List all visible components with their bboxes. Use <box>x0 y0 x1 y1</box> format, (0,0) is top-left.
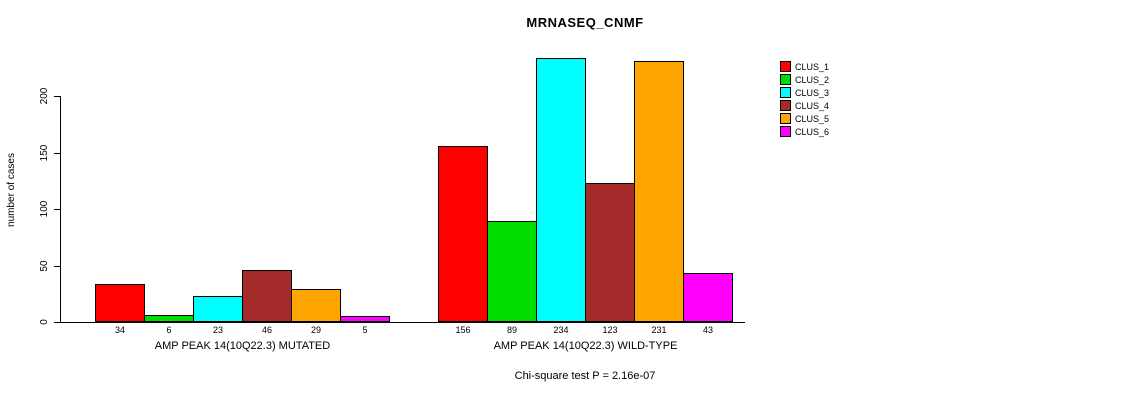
legend-item: CLUS_4 <box>780 99 829 112</box>
bar-value-label: 231 <box>651 325 667 335</box>
bar-value-label: 5 <box>362 325 368 335</box>
bar-value-label: 23 <box>212 325 223 335</box>
y-axis-tick <box>54 266 60 267</box>
legend-swatch-icon <box>780 100 791 111</box>
legend-swatch-icon <box>780 113 791 124</box>
legend-item-label: CLUS_5 <box>795 113 830 124</box>
legend-swatch-icon <box>780 61 791 72</box>
y-axis-label: number of cases <box>6 153 17 227</box>
bar-clus_5 <box>634 61 684 322</box>
group-label-wild-type: AMP PEAK 14(10Q22.3) WILD-TYPE <box>493 340 678 352</box>
bar-value-label: 234 <box>553 325 569 335</box>
bar-value-label: 6 <box>166 325 172 335</box>
legend-swatch-icon <box>780 126 791 137</box>
bar-clus_5 <box>291 289 341 322</box>
legend-item: CLUS_5 <box>780 112 829 125</box>
y-axis-tick-label: 0 <box>39 319 50 325</box>
legend-item: CLUS_6 <box>780 125 829 138</box>
bar-clus_6 <box>340 316 390 322</box>
bar-value-label: 43 <box>702 325 713 335</box>
group-label-mutated: AMP PEAK 14(10Q22.3) MUTATED <box>154 340 331 352</box>
legend-swatch-icon <box>780 74 791 85</box>
bar-value-label: 29 <box>310 325 321 335</box>
y-axis-tick <box>54 153 60 154</box>
bar-group-wild-type: AMP PEAK 14(10Q22.3) WILD-TYPE 156 89 234 1… <box>438 0 733 352</box>
bar-clus_2 <box>144 315 194 322</box>
bar-value-label: 34 <box>114 325 125 335</box>
bar-group-mutated: AMP PEAK 14(10Q22.3) MUTATED 34 6 23 46 29 5 <box>95 0 390 352</box>
bar-clus_3 <box>536 58 586 322</box>
bar-value-label: 89 <box>506 325 517 335</box>
bar-clus_6 <box>683 273 733 322</box>
legend-item: CLUS_2 <box>780 73 829 86</box>
y-axis-tick <box>54 322 60 323</box>
y-axis-tick-label: 150 <box>39 144 50 162</box>
x-axis-baseline <box>60 322 745 323</box>
legend-item-label: CLUS_6 <box>795 126 830 137</box>
bar-clus_3 <box>193 296 243 322</box>
y-axis-tick-label: 50 <box>39 260 50 272</box>
y-axis-tick <box>54 209 60 210</box>
y-axis-tick-label: 200 <box>39 87 50 105</box>
y-axis-tick <box>54 96 60 97</box>
legend: CLUS_1 CLUS_2 CLUS_3 CLUS_4 CLUS_5 CLUS_6 <box>780 60 829 138</box>
bar-value-label: 123 <box>602 325 618 335</box>
legend-swatch-icon <box>780 87 791 98</box>
bar-clus_1 <box>95 284 145 322</box>
legend-item-label: CLUS_1 <box>795 61 830 72</box>
chi-square-footnote: Chi-square test P = 2.16e-07 <box>514 370 656 382</box>
bar-value-label: 156 <box>455 325 471 335</box>
legend-item-label: CLUS_4 <box>795 100 830 111</box>
bar-clus_2 <box>487 221 537 322</box>
bar-clus_4 <box>585 183 635 322</box>
bar-clus_4 <box>242 270 292 322</box>
legend-item-label: CLUS_2 <box>795 74 830 85</box>
chart-title: MRNASEQ_CNMF <box>526 15 644 30</box>
legend-item: CLUS_1 <box>780 60 829 73</box>
bar-clus_1 <box>438 146 488 322</box>
y-axis-tick-label: 100 <box>39 200 50 218</box>
y-axis <box>60 96 61 323</box>
legend-item: CLUS_3 <box>780 86 829 99</box>
bar-value-label: 46 <box>261 325 272 335</box>
legend-item-label: CLUS_3 <box>795 87 830 98</box>
